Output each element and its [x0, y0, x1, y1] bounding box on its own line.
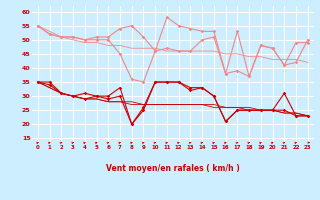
X-axis label: Vent moyen/en rafales ( km/h ): Vent moyen/en rafales ( km/h ): [106, 164, 240, 173]
